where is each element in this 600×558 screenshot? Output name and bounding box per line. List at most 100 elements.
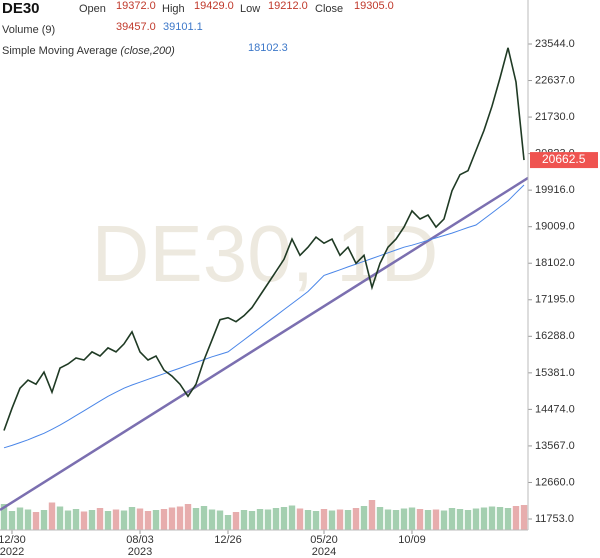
volume-bar [424,510,432,530]
y-tick-label: 19009.0 [535,221,575,233]
volume-bar [96,508,104,530]
legend-value: 19305.0 [354,0,394,12]
volume-bar [408,507,416,530]
y-tick-label: 19916.0 [535,184,575,196]
volume-bar [344,510,352,530]
plot [0,47,529,530]
volume-bar [88,510,96,530]
volume-bar [392,510,400,530]
volume-bar [312,511,320,530]
x-year-label: 2023 [128,546,152,558]
volume-bar [304,510,312,530]
y-tick-label: 18102.0 [535,257,575,269]
volume-bar [208,509,216,530]
price-line [3,47,525,431]
y-tick-label: 23544.0 [535,38,575,50]
volume-bar [168,507,176,530]
volume-bar [328,510,336,530]
volume-bar [8,511,16,530]
volume-bar [240,510,248,530]
x-tick-label: 10/09 [398,534,426,546]
y-tick-label: 16288.0 [535,330,575,342]
x-tick-label: 08/03 [126,534,154,546]
volume-bar [40,510,48,530]
volume-bar [376,507,384,530]
legend-value: 19372.0 [116,0,156,12]
volume-bar [432,509,440,530]
volume-bar [64,510,72,530]
volume-bar [400,508,408,530]
volume-bar [352,508,360,530]
x-tick-label: 12/26 [214,534,242,546]
y-tick-label: 15381.0 [535,367,575,379]
legend-value: 19429.0 [194,0,234,12]
x-year-label: 2022 [0,546,24,558]
volume-bar [192,508,200,530]
volume-bar [320,509,328,530]
legend-value: 39457.0 [116,21,156,33]
x-tick-label: 12/30 [0,534,26,546]
volume-bar [416,509,424,530]
volume-bar [104,511,112,530]
watermark: DE30, 1D [92,209,439,298]
volume-bar [232,512,240,530]
volume-bar [80,511,88,530]
sma-legend: Simple Moving Average (close,200) [2,45,175,57]
legend-name: High [162,3,185,15]
volume-bar [48,502,56,530]
trendline [0,176,529,512]
volume-legend: Volume (9) [2,24,55,36]
volume-bar [144,511,152,530]
volume-bar [32,512,40,530]
x-tick-label: 05/20 [310,534,338,546]
volume-bar [256,509,264,530]
volume-bar [384,509,392,530]
volume-bar [24,509,32,530]
y-tick-label: 22637.0 [535,74,575,86]
volume-bar [216,510,224,530]
volume-bar [200,506,208,530]
last-price-tag [530,152,598,169]
volume-bar [16,507,24,530]
volume-bar [0,504,8,530]
volume-bar [184,504,192,530]
volume-bar [272,508,280,530]
y-tick-label: 13567.0 [535,440,575,452]
volume-bar [504,508,512,530]
y-tick-label: 14474.0 [535,403,575,415]
volume-bar [368,500,376,530]
volume-bar [280,507,288,530]
volume-bar [56,506,64,530]
volume-bar [512,506,520,530]
legend-name: Open [79,3,106,15]
y-tick-label: 17195.0 [535,294,575,306]
volume-bar [296,508,304,530]
volume-bar [464,510,472,530]
volume-bar [248,511,256,530]
volume-bar [456,509,464,530]
volume-bar [128,507,136,530]
legend-value: 19212.0 [268,0,308,12]
volume-bar [176,506,184,530]
sma-line [3,184,525,449]
y-tick-label: 21730.0 [535,111,575,123]
volume-bar [152,510,160,530]
volume-bar [264,509,272,530]
volume-bar [336,509,344,530]
volume-bar [488,506,496,530]
volume-bar [224,515,232,530]
volume-bar [288,505,296,530]
legend-name: Close [315,3,343,15]
legend-value: 39101.1 [163,21,203,33]
last-price-label: 20662.5 [542,152,586,166]
volume-bar [520,505,528,530]
volume-bar [136,508,144,530]
y-tick-label: 11753.0 [535,513,574,525]
volume-bar [480,507,488,530]
x-year-label: 2024 [312,546,336,558]
volume-bar [160,509,168,530]
volume-bar [496,507,504,530]
volume-bar [448,508,456,530]
